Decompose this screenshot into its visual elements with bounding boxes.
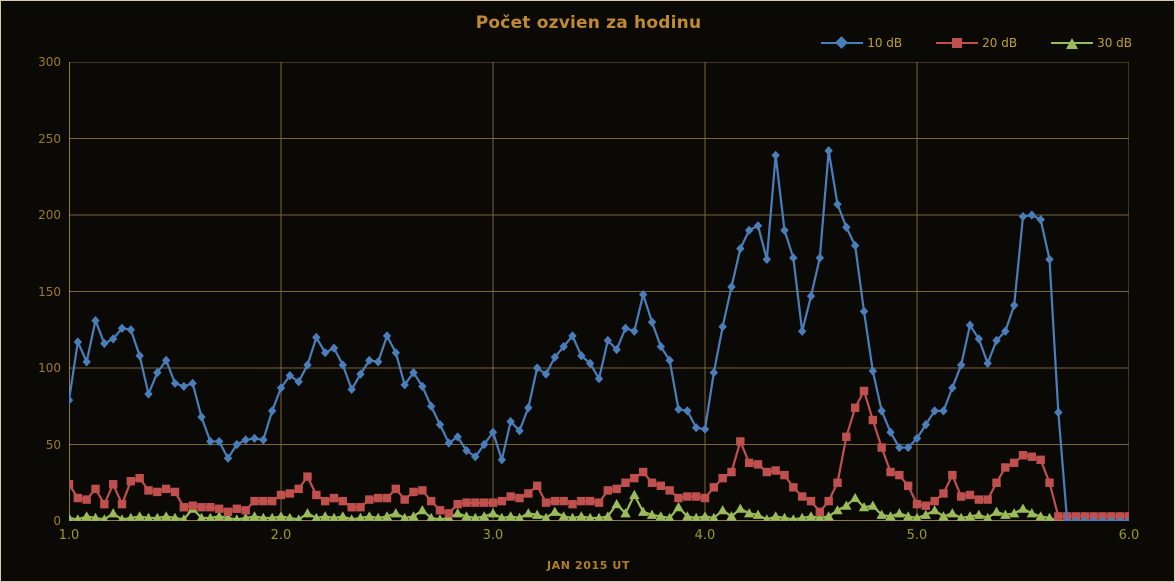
legend-swatch — [1051, 36, 1094, 50]
square-icon — [952, 38, 963, 48]
grid-lines — [69, 62, 1129, 521]
legend-swatch — [936, 36, 979, 50]
plot-svg — [69, 62, 1129, 521]
y-tick-label: 150 — [38, 284, 61, 299]
legend-item-10-db[interactable]: 10 dB — [821, 36, 902, 50]
legend-swatch — [821, 36, 864, 50]
y-tick-label: 250 — [38, 131, 61, 146]
y-tick-label: 300 — [38, 55, 61, 69]
legend-item-30-db[interactable]: 30 dB — [1051, 36, 1132, 50]
x-axis-title: JAN 2015 UT — [546, 559, 631, 572]
y-tick-label: 100 — [38, 361, 61, 375]
chart-title: Počet ozvien za hodinu — [475, 13, 702, 33]
x-tick-label: 2.0 — [270, 528, 292, 543]
y-tick-label: 0 — [53, 514, 61, 528]
x-tick-label: 5.0 — [906, 528, 928, 543]
legend-label: 30 dB — [1097, 36, 1132, 50]
legend-label: 20 dB — [982, 36, 1018, 50]
x-tick-label: 1.0 — [58, 528, 80, 543]
x-tick-label: 4.0 — [694, 528, 716, 543]
x-tick-label: 3.0 — [482, 528, 504, 543]
triangle-icon — [1066, 38, 1079, 49]
chart-legend: 10 dB 20 dB 30 dB — [821, 34, 1132, 52]
y-tick-label: 50 — [45, 437, 61, 452]
legend-item-20-db[interactable]: 20 dB — [936, 36, 1017, 50]
diamond-icon — [835, 36, 849, 49]
legend-label: 10 dB — [867, 36, 903, 50]
x-tick-label: 6.0 — [1118, 528, 1140, 543]
y-tick-label: 200 — [38, 208, 61, 222]
plot-area — [69, 62, 1129, 521]
series-10-db — [69, 146, 1129, 521]
